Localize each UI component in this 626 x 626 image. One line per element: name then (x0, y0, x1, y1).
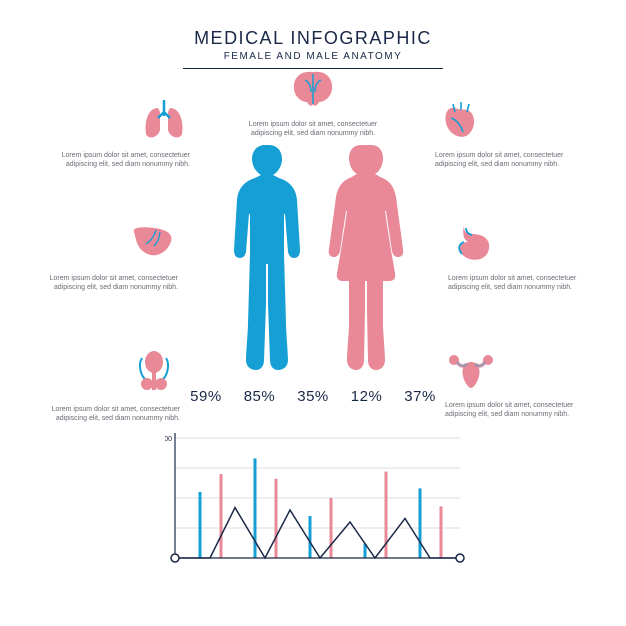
organ-male-repro: Lorem ipsum dolor sit amet, consectetuer… (30, 348, 180, 424)
lungs-icon (138, 98, 190, 146)
organ-text: Lorem ipsum dolor sit amet, consectetuer… (435, 151, 585, 170)
male-body-icon (220, 145, 310, 370)
organ-text: Lorem ipsum dolor sit amet, consectetuer… (28, 274, 178, 293)
stat-value: 12% (351, 388, 383, 405)
organ-text: Lorem ipsum dolor sit amet, consectetuer… (445, 401, 595, 420)
organ-text: Lorem ipsum dolor sit amet, consectetuer… (238, 120, 388, 139)
brain-icon (287, 68, 339, 116)
female-body-icon (316, 145, 406, 370)
stat-value: 85% (244, 388, 276, 405)
stat-value: 35% (297, 388, 329, 405)
stomach-icon (448, 222, 500, 270)
organ-heart: Lorem ipsum dolor sit amet, consectetuer… (435, 98, 585, 170)
organ-text: Lorem ipsum dolor sit amet, consectetuer… (448, 274, 598, 293)
organ-text: Lorem ipsum dolor sit amet, consectetuer… (40, 151, 190, 170)
body-silhouettes (220, 145, 406, 370)
heart-icon (435, 98, 487, 146)
stat-value: 37% (404, 388, 436, 405)
male-repro-icon (128, 348, 180, 396)
header: MEDICAL INFOGRAPHIC FEMALE AND MALE ANAT… (0, 0, 626, 69)
organ-text: Lorem ipsum dolor sit amet, consectetuer… (30, 405, 180, 424)
organ-stomach: Lorem ipsum dolor sit amet, consectetuer… (448, 222, 598, 293)
stats-row: 59% 85% 35% 12% 37% (190, 388, 436, 405)
female-repro-icon (445, 348, 497, 396)
organ-lungs: Lorem ipsum dolor sit amet, consectetuer… (40, 98, 190, 170)
organ-brain: Lorem ipsum dolor sit amet, consectetuer… (238, 68, 388, 139)
page-title: MEDICAL INFOGRAPHIC (0, 28, 626, 49)
organ-female-repro: Lorem ipsum dolor sit amet, consectetuer… (445, 348, 595, 420)
bar-line-chart: 100 (165, 428, 465, 578)
organ-liver: Lorem ipsum dolor sit amet, consectetuer… (28, 222, 178, 293)
stat-value: 59% (190, 388, 222, 405)
svg-text:100: 100 (165, 436, 172, 443)
liver-icon (126, 222, 178, 270)
page-subtitle: FEMALE AND MALE ANATOMY (0, 51, 626, 62)
